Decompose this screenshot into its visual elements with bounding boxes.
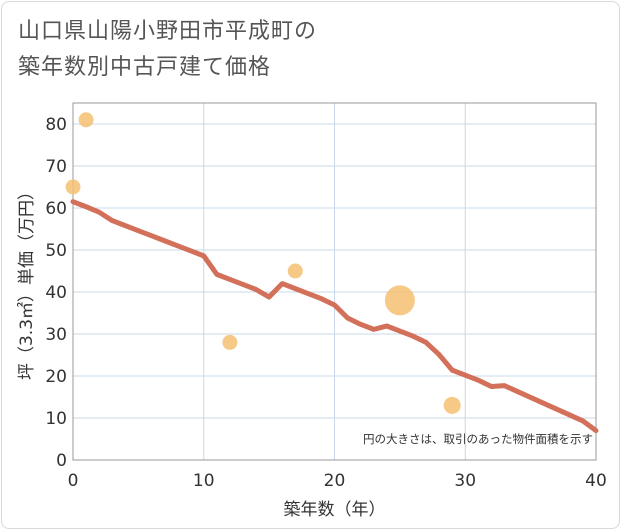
x-tick-label: 40 [585,471,607,491]
data-bubble [65,179,81,195]
data-bubble [443,396,461,414]
x-axis-label: 築年数（年） [284,500,386,520]
y-tick-label: 70 [45,157,67,177]
x-tick-label: 10 [193,471,215,491]
x-tick-label: 20 [324,471,346,491]
x-tick-label: 30 [454,471,476,491]
grid-layer [73,103,597,460]
chart-title-line-1: 山口県山陽小野田市平成町の [18,19,318,44]
y-tick-label: 10 [45,409,67,429]
data-bubble [222,334,238,350]
chart-title-line-2: 築年数別中古戸建て価格 [18,55,272,80]
y-tick-label: 50 [45,241,67,261]
y-tick-label: 0 [56,451,67,471]
y-axis-label: 坪（3.3㎡）単価（万円） [17,183,37,380]
chart-title: 山口県山陽小野田市平成町の 築年数別中古戸建て価格 [18,14,317,86]
bubble-layer [65,112,461,414]
y-tick-label: 60 [45,199,67,219]
chart-note: 円の大きさは、取引のあった物件面積を示す [363,432,593,446]
y-tick-label: 30 [45,325,67,345]
plot-frame [72,102,597,461]
y-tick-label: 80 [45,115,67,135]
data-bubble [287,263,303,279]
tick-layer: 0 10 20 30 40 0 10 20 30 40 50 60 70 80 [45,115,606,491]
trend-line [70,199,599,434]
y-tick-label: 20 [45,367,67,387]
data-bubble [78,112,94,128]
x-tick-label: 0 [68,471,79,491]
y-tick-label: 40 [45,283,67,303]
data-bubble [384,285,415,316]
